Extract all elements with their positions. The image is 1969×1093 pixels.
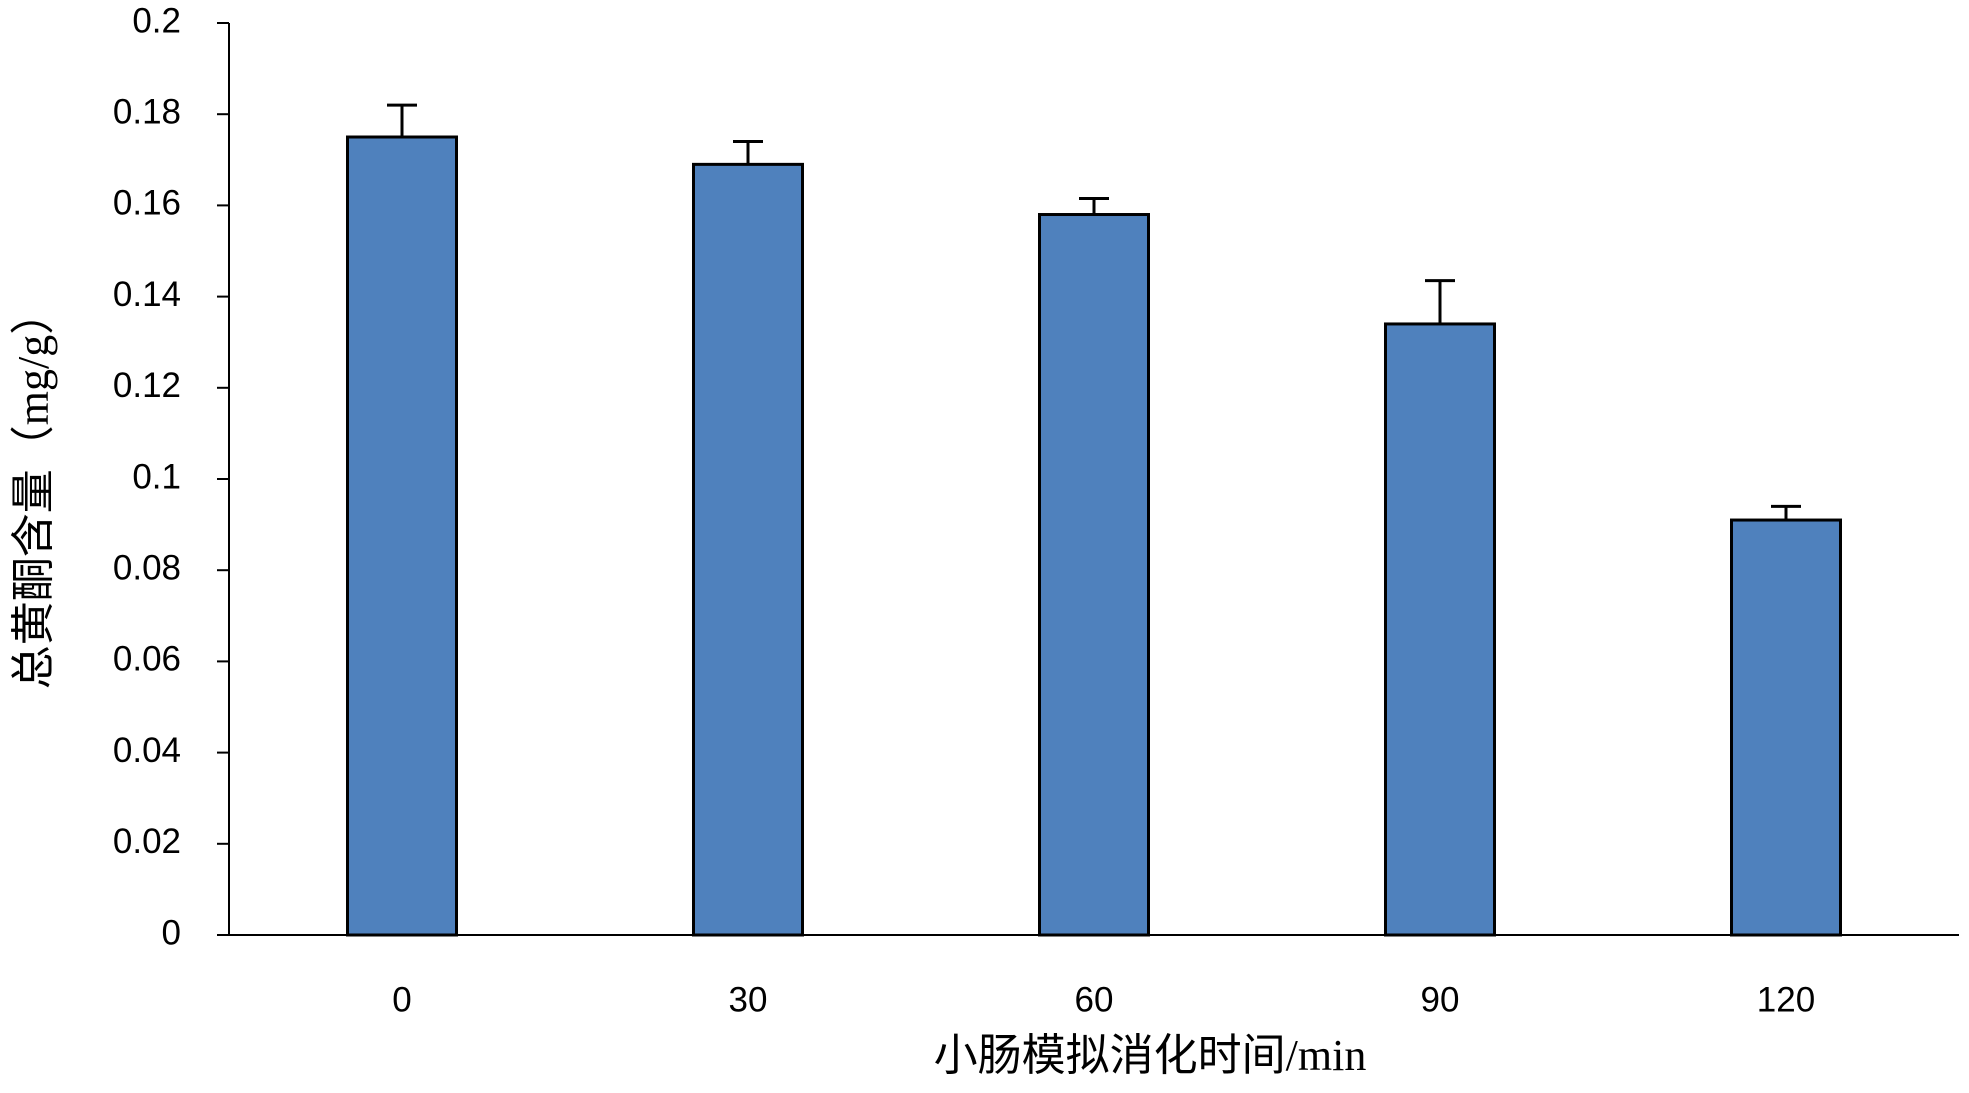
x-tick-label: 120 xyxy=(1757,980,1815,1019)
y-tick-label: 0.1 xyxy=(132,457,181,496)
bar xyxy=(1730,518,1842,937)
x-tick-label: 0 xyxy=(392,980,411,1019)
bar xyxy=(1384,322,1496,937)
x-tick-label: 60 xyxy=(1075,980,1114,1019)
x-tick-label: 30 xyxy=(729,980,768,1019)
y-tick-label: 0.2 xyxy=(132,1,181,40)
y-tick-label: 0.16 xyxy=(113,184,181,223)
y-tick-label: 0.08 xyxy=(113,548,181,587)
bar xyxy=(346,135,458,937)
y-axis-title: 总黄酮含量（mg/g） xyxy=(9,291,58,689)
y-tick-label: 0 xyxy=(162,913,181,952)
bar xyxy=(1038,213,1150,937)
y-tick-label: 0.18 xyxy=(113,92,181,131)
y-tick-label: 0.04 xyxy=(113,731,181,770)
error-bar xyxy=(1425,279,1455,324)
x-axis-title: 小肠模拟消化时间/min xyxy=(934,1031,1367,1080)
error-bar xyxy=(1079,197,1109,215)
y-tick-label: 0.14 xyxy=(113,275,181,314)
y-tick-label: 0.06 xyxy=(113,640,181,679)
error-bar xyxy=(387,103,417,137)
y-tick-label: 0.12 xyxy=(113,366,181,405)
error-bar xyxy=(733,140,763,165)
error-bar xyxy=(1771,504,1801,521)
bar xyxy=(692,162,804,937)
x-tick-label: 90 xyxy=(1421,980,1460,1019)
y-tick-label: 0.02 xyxy=(113,822,181,861)
